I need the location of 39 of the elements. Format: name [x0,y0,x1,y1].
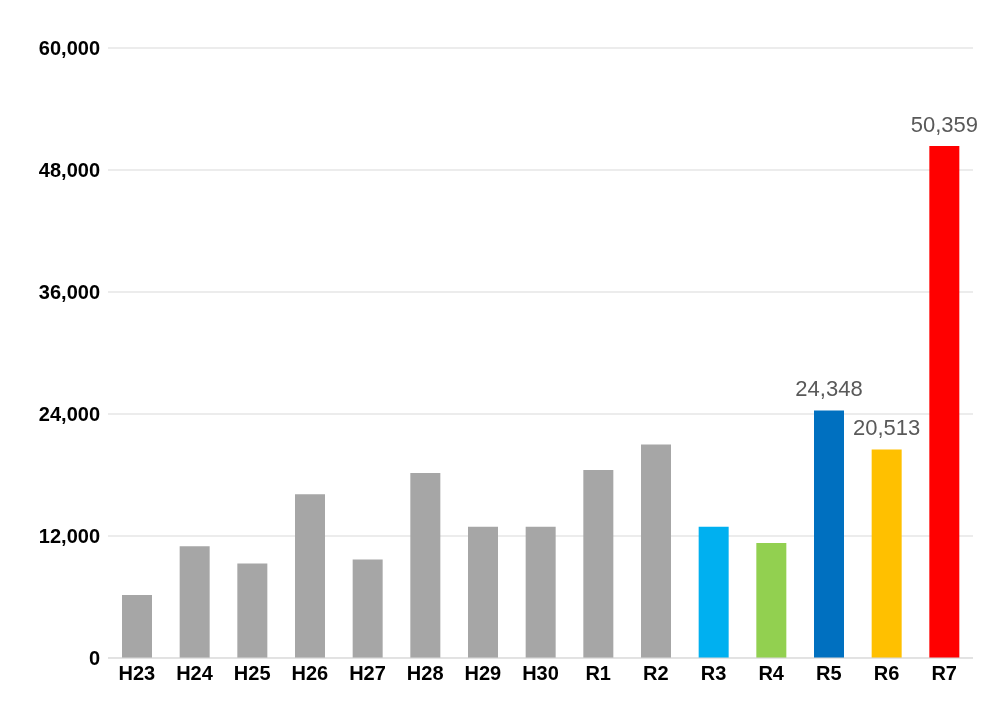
bar [814,410,844,658]
x-tick-label: R1 [585,662,611,685]
x-tick-label: H27 [349,662,386,685]
y-tick-label: 48,000 [38,159,100,182]
y-tick-label: 0 [88,647,100,670]
bar [295,494,325,658]
data-label: 50,359 [910,112,978,138]
bar [525,526,556,658]
bar [237,563,268,658]
x-tick-label: R2 [643,662,669,685]
bar [583,469,614,658]
bar [352,559,383,658]
bar [756,543,787,658]
x-tick-label: R6 [873,662,900,685]
x-tick-label: H26 [291,662,329,685]
x-tick-label: H23 [118,662,156,685]
x-tick-label: R7 [931,662,957,685]
x-tick-label: H24 [176,662,214,685]
data-label: 20,513 [853,415,921,441]
bar [698,526,729,658]
x-tick-label: R4 [758,662,785,685]
bar [468,526,498,658]
y-tick-label: 60,000 [38,37,100,60]
x-tick-label: H30 [522,662,559,685]
x-tick-label: R5 [816,662,842,685]
bar [179,546,210,658]
x-tick-label: H28 [406,662,444,685]
x-tick-label: H25 [233,662,271,685]
bar [410,472,441,658]
data-label: 24,348 [795,376,863,402]
y-tick-label: 12,000 [38,525,100,548]
bar [641,444,671,658]
x-tick-label: H29 [464,662,502,685]
x-tick-label: R3 [700,662,727,685]
y-tick-label: 24,000 [38,403,100,426]
bar [122,594,152,658]
y-tick-label: 36,000 [38,281,100,304]
bar [871,449,902,658]
bar [929,146,960,658]
